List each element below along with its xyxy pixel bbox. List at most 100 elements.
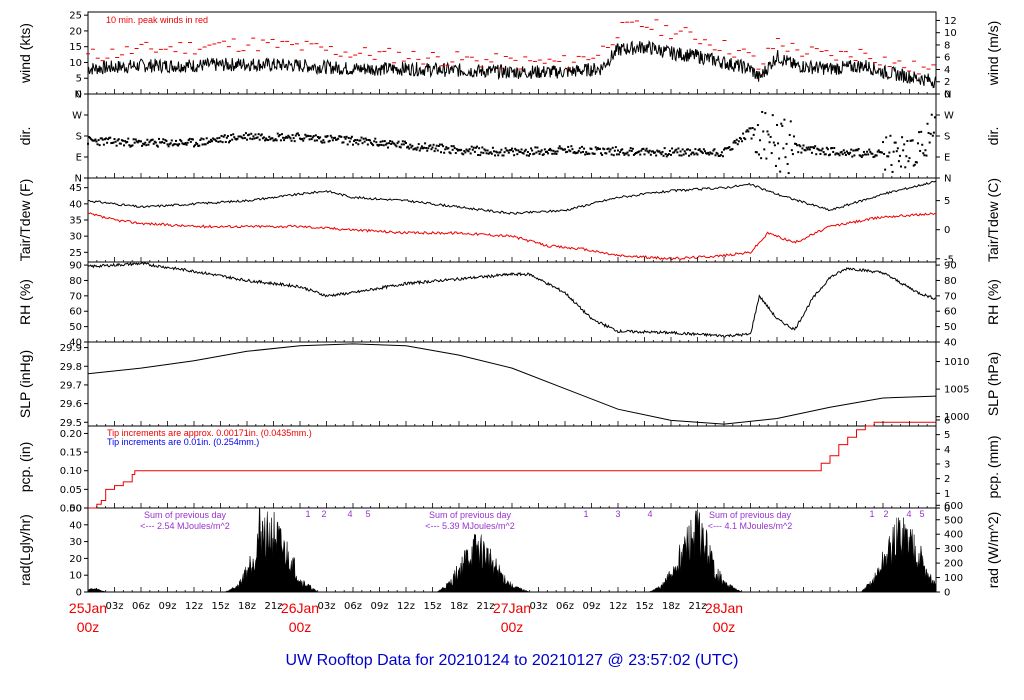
dir-point [814, 145, 817, 148]
dir-point [446, 147, 449, 150]
dir-point [618, 153, 621, 156]
dir-point [842, 149, 845, 152]
rh-right-label: RH (%) [985, 279, 1001, 325]
dir-point [401, 140, 404, 143]
dir-point [448, 151, 451, 154]
dir-point [933, 116, 936, 119]
dir-point [370, 141, 373, 144]
dir-point [443, 151, 446, 154]
dir-point [109, 136, 112, 139]
dir-point [595, 148, 598, 151]
hour-label: 21z [477, 601, 495, 612]
slp-left-tick-label: 29.5 [60, 418, 82, 429]
dir-point [711, 152, 714, 155]
dir-point [665, 155, 668, 158]
dir-point [337, 137, 340, 140]
dir-point [630, 149, 633, 152]
dir-point [107, 138, 110, 141]
dir-point [894, 141, 897, 144]
dir-point [215, 140, 218, 143]
slp-left-tick-label: 29.8 [60, 362, 82, 373]
dir-point [858, 154, 861, 157]
dir-point [681, 148, 684, 151]
dir-point [377, 144, 380, 147]
dir-point [712, 149, 715, 152]
hour-label: 09z [159, 601, 177, 612]
dir-point [646, 150, 649, 153]
dir-point [516, 153, 519, 156]
dir-point [693, 153, 696, 156]
dir-point [508, 149, 511, 152]
dir-point [617, 149, 619, 152]
dir-point [845, 150, 848, 153]
dir-point [174, 139, 177, 142]
dir-point [89, 136, 92, 139]
dir-point [790, 149, 793, 152]
wind-note: 10 min. peak winds in red [106, 15, 208, 25]
dir-point [752, 133, 755, 136]
dir-point [436, 149, 439, 152]
dir-point [731, 148, 734, 151]
dir-point [627, 154, 630, 157]
dir-point [679, 150, 682, 153]
dir-point [305, 135, 308, 138]
dir-point [771, 114, 774, 117]
dir-point [172, 143, 175, 146]
dir-point [626, 151, 629, 154]
dir-point [909, 139, 912, 142]
dir-point [564, 148, 566, 151]
dir-point [319, 136, 322, 139]
dir-point [145, 144, 148, 147]
dir-point [178, 143, 181, 146]
dir-point [838, 154, 841, 157]
dir-point [728, 146, 731, 149]
dir-point [231, 138, 234, 141]
rh-right-tick-label: 60 [944, 307, 957, 318]
dir-point [576, 151, 579, 154]
dir-point [567, 145, 570, 148]
dir-point [930, 113, 933, 116]
rad-right-label: rad (W/m^2) [985, 512, 1001, 589]
dir-point [913, 163, 916, 166]
dir-point [426, 149, 429, 152]
hour-label: 12z [397, 601, 415, 612]
dir-point [847, 152, 850, 155]
dir-left-tick-label: N [75, 90, 82, 101]
dir-point [184, 142, 187, 145]
dir-point [397, 140, 400, 143]
dir-point [223, 134, 226, 137]
dir-point [684, 152, 687, 155]
hour-label: 15z [636, 601, 654, 612]
dir-point [879, 151, 882, 154]
dir-point [606, 148, 609, 151]
pcp-right-tick-label: 0 [944, 504, 950, 515]
dir-point [604, 152, 607, 155]
dir-point [601, 153, 604, 156]
pcp-right-tick-label: 6 [944, 415, 950, 426]
dir-point [239, 135, 242, 138]
dir-point [205, 137, 208, 140]
dir-point [852, 149, 855, 152]
dir-point [745, 130, 748, 133]
dir-point [610, 153, 613, 156]
day-hour-label: 00z [501, 619, 524, 635]
temp-right-tick-label: -5 [944, 254, 954, 265]
dir-point [197, 145, 200, 148]
dir-point [271, 137, 274, 140]
dir-point [264, 139, 267, 142]
dir-point [459, 149, 462, 152]
rh-right-tick-label: 50 [944, 322, 957, 333]
dir-point [497, 154, 500, 157]
dir-point [744, 138, 747, 141]
rad-sum-value: <--- 5.39 MJoules/m^2 [425, 521, 515, 531]
dir-point [778, 157, 781, 160]
dir-point [836, 152, 839, 155]
dir-point [171, 144, 174, 147]
dir-point [441, 143, 444, 146]
dir-point [310, 138, 313, 141]
dir-point [193, 145, 195, 148]
dir-point [111, 141, 114, 144]
dir-point [905, 155, 908, 158]
wind-direction-points [87, 110, 936, 175]
dir-point [882, 141, 884, 144]
